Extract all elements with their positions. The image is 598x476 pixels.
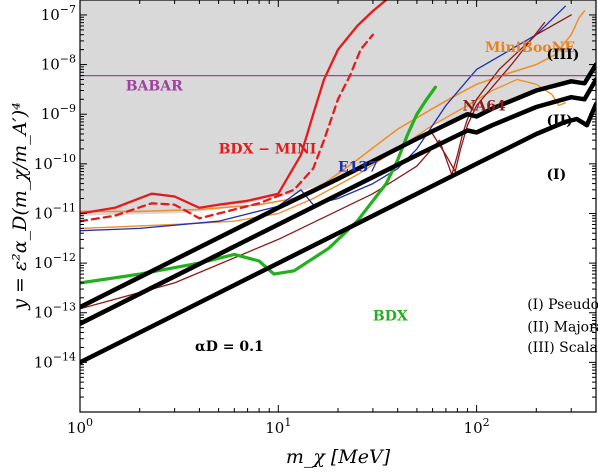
y-tick-label: 10−12: [34, 251, 76, 272]
y-tick-label: 10−13: [34, 301, 76, 322]
series-na64-line: [80, 14, 572, 310]
series-relic-I-line: [80, 101, 596, 365]
annotation-bdx-mini: BDX − MINI: [219, 142, 317, 158]
series-relic-III-line: [80, 62, 596, 310]
annotation-legend-III: (III) Scalar Relic: [527, 340, 598, 356]
annotation-bdx: BDX: [373, 308, 408, 324]
annotation-babar: BABAR: [126, 79, 183, 95]
annotation-miniboone: MiniBooNE: [485, 40, 575, 56]
annotation-relic-II-label: (II): [546, 113, 572, 129]
x-tick-label: 102: [464, 416, 490, 437]
annotation-legend-I: (I) Pseudo-Dirac Fermion Relic: [527, 297, 598, 313]
series-bdx-mini-dashed-line: [80, 33, 375, 223]
series-na64-b-line: [431, 21, 546, 173]
annotation-na64: NA64: [463, 98, 506, 114]
annotation-alpha-d: αD = 0.1: [195, 339, 264, 355]
y-tick-label: 10−10: [34, 152, 76, 173]
y-tick-label: 10−8: [41, 53, 76, 74]
annotation-legend-II: (II) Majorana Relic: [527, 319, 598, 335]
annotation-relic-I-label: (I): [546, 167, 566, 183]
series-relic-II-line: [80, 77, 596, 326]
annotation-relic-III-label: (III): [546, 47, 579, 63]
y-tick-label: 10−9: [41, 102, 76, 123]
annotation-e137: E137: [338, 160, 378, 176]
series-bdx-mini-line: [80, 0, 388, 215]
x-axis-title: m_χ [MeV]: [286, 446, 391, 468]
excluded-region: [80, 0, 596, 216]
y-tick-label: 10−14: [34, 350, 76, 371]
y-axis-title: y = ε²α_D(m_χ/m_A′)⁴: [9, 102, 31, 311]
y-tick-label: 10−11: [34, 201, 76, 222]
x-tick-label: 100: [67, 416, 93, 437]
series-miniboone-line: [80, 10, 586, 213]
y-tick-label: 10−7: [41, 3, 76, 24]
x-tick-label: 101: [265, 416, 291, 437]
